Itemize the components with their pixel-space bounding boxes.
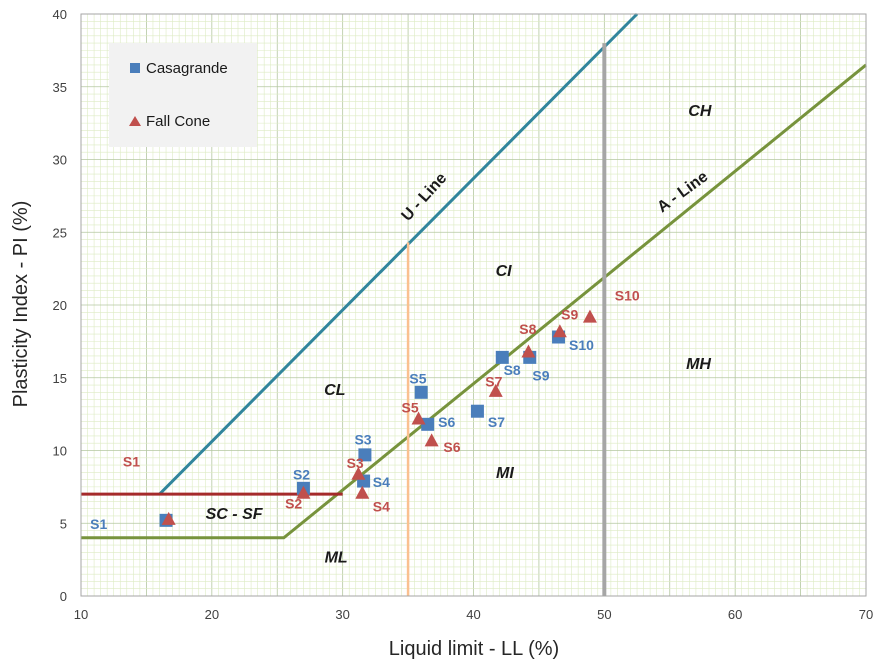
data-label: S8 — [504, 362, 521, 378]
x-tick-label: 50 — [597, 607, 611, 622]
legend: Casagrande Fall Cone — [109, 43, 257, 147]
legend-marker-casagrande — [130, 63, 140, 73]
data-label: S7 — [485, 373, 502, 389]
data-label: S1 — [123, 454, 140, 470]
data-label: S10 — [569, 337, 594, 353]
fall-cone-point — [355, 485, 370, 499]
legend-marker-fall-cone — [129, 116, 141, 126]
x-axis-title: Liquid limit - LL (%) — [389, 638, 559, 660]
region-label: MH — [686, 356, 711, 373]
fall-cone-point — [488, 383, 503, 397]
casagrande-point — [470, 404, 484, 418]
data-label: S5 — [402, 400, 419, 416]
fall-cone-point — [296, 485, 311, 499]
fall-cone-point — [521, 344, 536, 358]
reference-lines — [81, 12, 867, 596]
legend-label-fall-cone: Fall Cone — [146, 113, 210, 130]
region-label: SC - SF — [206, 506, 264, 523]
casagrande-point — [358, 448, 372, 462]
data-label: S4 — [373, 474, 390, 490]
reference-line-a-line — [81, 63, 867, 540]
fall-cone-point — [161, 511, 176, 525]
x-tick-label: 40 — [466, 607, 480, 622]
legend-label-casagrande: Casagrande — [146, 60, 228, 77]
region-label: ML — [325, 550, 348, 567]
data-label: S2 — [285, 496, 302, 512]
data-points — [159, 309, 597, 527]
axes: 10 20 30 40 50 60 70 0 5 10 15 20 25 30 35 40 — [53, 7, 874, 622]
data-label: S1 — [90, 516, 107, 532]
data-label: S5 — [409, 371, 426, 387]
y-tick-label: 5 — [60, 516, 67, 531]
y-axis-title: Plasticity Index - PI (%) — [10, 201, 32, 408]
legend-box — [109, 43, 257, 147]
fall-cone-point — [424, 433, 439, 447]
data-label: S3 — [347, 455, 364, 471]
fall-cone-point — [351, 466, 366, 480]
y-tick-label: 10 — [53, 444, 67, 459]
x-tick-label: 60 — [728, 607, 742, 622]
data-label: S3 — [354, 432, 371, 448]
data-label: S6 — [443, 439, 460, 455]
y-tick-label: 40 — [53, 7, 67, 22]
data-label: S9 — [561, 307, 578, 323]
data-label: S2 — [293, 467, 310, 483]
x-tick-label: 70 — [859, 607, 873, 622]
casagrande-point — [414, 385, 428, 399]
region-label: CH — [688, 103, 712, 120]
y-tick-label: 15 — [53, 371, 67, 386]
y-tick-label: 35 — [53, 80, 67, 95]
fall-cone-point — [582, 309, 597, 323]
y-tick-label: 20 — [53, 298, 67, 313]
data-label: S6 — [438, 414, 455, 430]
fall-cone-point — [552, 324, 567, 338]
y-tick-label: 25 — [53, 225, 67, 240]
data-label: S9 — [532, 368, 549, 384]
region-label: CI — [496, 263, 513, 280]
y-tick-label: 0 — [60, 589, 67, 604]
y-tick-label: 30 — [53, 153, 67, 168]
x-tick-label: 10 — [74, 607, 88, 622]
x-tick-label: 20 — [205, 607, 219, 622]
data-label: S10 — [615, 288, 640, 304]
region-label: CL — [324, 382, 345, 399]
x-tick-label: 30 — [335, 607, 349, 622]
fall-cone-point — [411, 411, 426, 425]
casagrande-point — [495, 350, 509, 364]
data-label: S7 — [488, 414, 505, 430]
casagrande-point — [421, 417, 435, 431]
reference-line-u-line — [158, 12, 639, 496]
data-label: S8 — [519, 321, 536, 337]
region-label: MI — [496, 465, 514, 482]
data-label: S4 — [373, 499, 390, 515]
plot-border — [80, 13, 867, 597]
